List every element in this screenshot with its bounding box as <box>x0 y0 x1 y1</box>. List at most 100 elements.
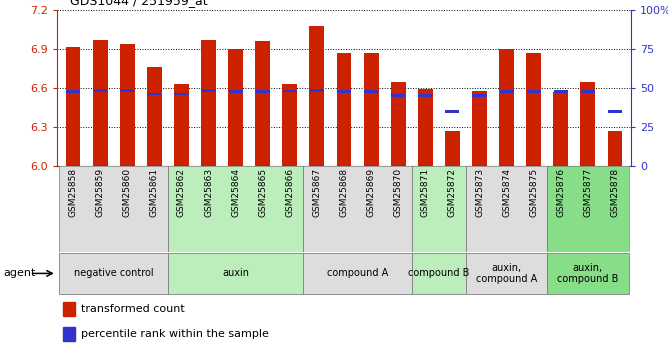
Text: GSM25859: GSM25859 <box>96 168 105 217</box>
FancyBboxPatch shape <box>59 253 168 294</box>
Text: GSM25876: GSM25876 <box>556 168 565 217</box>
Bar <box>608 131 623 166</box>
Text: GSM25878: GSM25878 <box>611 168 619 217</box>
Text: GSM25863: GSM25863 <box>204 168 213 217</box>
Bar <box>87 166 114 252</box>
Text: GSM25858: GSM25858 <box>69 168 77 217</box>
Text: GSM25873: GSM25873 <box>475 168 484 217</box>
Bar <box>526 90 541 93</box>
Bar <box>439 166 466 252</box>
Bar <box>520 166 547 252</box>
Bar <box>363 53 379 166</box>
Bar <box>526 53 541 166</box>
Text: compound A: compound A <box>327 268 388 278</box>
Text: GSM25864: GSM25864 <box>231 168 240 217</box>
Bar <box>174 93 188 96</box>
Bar <box>411 166 439 252</box>
Bar <box>472 94 486 97</box>
Bar <box>310 89 324 92</box>
Bar <box>277 166 303 252</box>
Bar <box>466 166 493 252</box>
Bar <box>141 166 168 252</box>
Bar <box>445 131 460 166</box>
Bar <box>357 166 385 252</box>
Text: GSM25877: GSM25877 <box>583 168 593 217</box>
Bar <box>608 110 622 113</box>
Bar <box>249 166 277 252</box>
Bar <box>309 26 325 166</box>
Text: compound B: compound B <box>408 268 470 278</box>
Bar <box>472 91 487 166</box>
Bar <box>114 166 141 252</box>
Bar <box>93 40 108 166</box>
Text: GSM25862: GSM25862 <box>177 168 186 217</box>
Bar <box>337 53 351 166</box>
FancyBboxPatch shape <box>168 253 303 294</box>
Text: GSM25870: GSM25870 <box>393 168 403 217</box>
Text: auxin,
compound A: auxin, compound A <box>476 263 537 284</box>
Bar <box>228 49 243 166</box>
Bar <box>147 93 162 96</box>
Bar <box>364 90 378 93</box>
FancyBboxPatch shape <box>303 253 411 294</box>
Text: GSM25871: GSM25871 <box>421 168 430 217</box>
Bar <box>174 84 189 166</box>
Bar <box>303 166 331 252</box>
Text: GSM25861: GSM25861 <box>150 168 159 217</box>
Bar <box>66 90 80 93</box>
Bar <box>120 89 134 92</box>
Bar <box>256 90 270 93</box>
Text: GSM25868: GSM25868 <box>339 168 349 217</box>
Text: GSM25869: GSM25869 <box>367 168 375 217</box>
FancyBboxPatch shape <box>547 253 629 294</box>
Text: GSM25860: GSM25860 <box>123 168 132 217</box>
Bar <box>574 166 601 252</box>
Bar <box>195 166 222 252</box>
Bar <box>547 166 574 252</box>
Bar <box>93 89 108 92</box>
Bar <box>147 67 162 166</box>
Text: auxin,
compound B: auxin, compound B <box>557 263 619 284</box>
Bar <box>65 47 80 166</box>
Bar <box>553 92 568 166</box>
Text: GDS1044 / 251959_at: GDS1044 / 251959_at <box>70 0 208 7</box>
Text: GSM25875: GSM25875 <box>529 168 538 217</box>
Bar <box>331 166 357 252</box>
Text: negative control: negative control <box>74 268 154 278</box>
Bar <box>391 94 405 97</box>
Bar <box>168 166 195 252</box>
Text: GSM25874: GSM25874 <box>502 168 511 217</box>
Bar <box>418 89 433 166</box>
Bar <box>446 110 460 113</box>
Text: GSM25866: GSM25866 <box>285 168 295 217</box>
Text: GSM25865: GSM25865 <box>259 168 267 217</box>
Bar <box>283 84 297 166</box>
Text: agent: agent <box>3 268 35 278</box>
Bar <box>255 41 270 166</box>
Bar <box>493 166 520 252</box>
Bar <box>418 94 432 97</box>
Bar <box>59 166 87 252</box>
Bar <box>228 90 242 93</box>
Bar <box>500 90 514 93</box>
Text: transformed count: transformed count <box>81 304 184 314</box>
Text: auxin: auxin <box>222 268 249 278</box>
FancyBboxPatch shape <box>411 253 466 294</box>
Bar <box>283 90 297 92</box>
Text: GSM25867: GSM25867 <box>313 168 321 217</box>
Bar <box>202 89 216 92</box>
FancyBboxPatch shape <box>466 253 547 294</box>
Bar <box>580 90 595 93</box>
Bar <box>120 44 135 166</box>
Text: percentile rank within the sample: percentile rank within the sample <box>81 329 269 339</box>
Bar <box>201 40 216 166</box>
Bar <box>554 90 568 93</box>
Bar <box>601 166 629 252</box>
Text: GSM25872: GSM25872 <box>448 168 457 217</box>
Bar <box>385 166 411 252</box>
Bar <box>63 302 75 316</box>
Bar <box>499 49 514 166</box>
Bar <box>337 90 351 93</box>
Bar <box>391 81 405 166</box>
Bar <box>63 327 75 341</box>
